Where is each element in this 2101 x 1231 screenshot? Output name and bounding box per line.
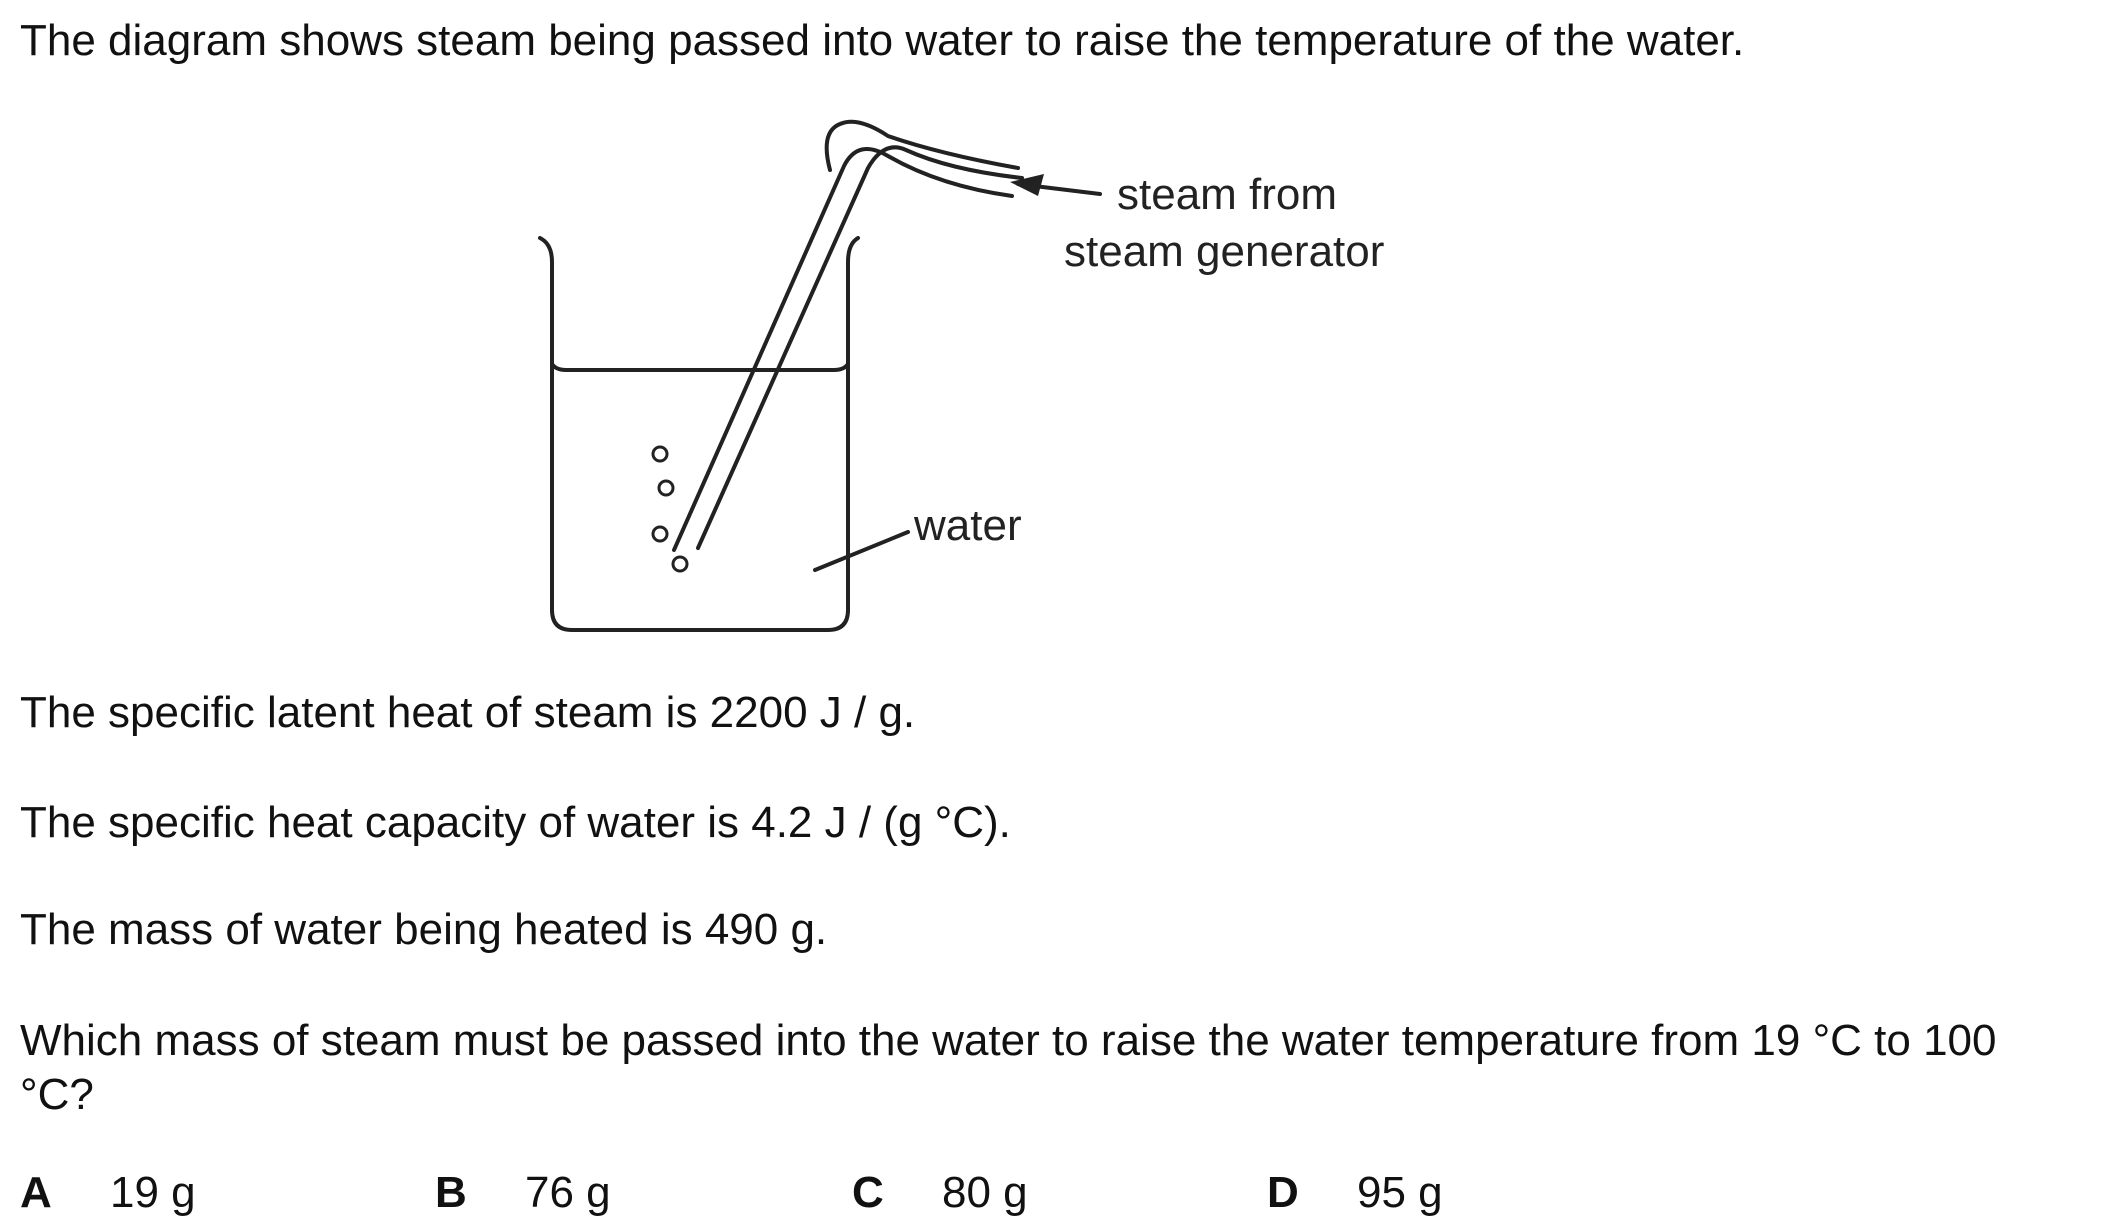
delivery-tube [696,145,1024,550]
steam-label-line1: steam from [1117,170,1337,219]
answer-option-d[interactable]: D 95 g [1267,1166,1443,1220]
option-value: 95 g [1357,1168,1443,1217]
water-leader-line [813,530,910,572]
option-value: 76 g [525,1168,611,1217]
bubble [671,555,689,573]
answer-option-a[interactable]: A 19 g [20,1166,196,1220]
bubble [651,525,669,543]
option-letter: B [435,1168,467,1217]
delivery-tube-bend [824,119,1020,172]
answer-option-c[interactable]: C 80 g [852,1166,1028,1220]
option-letter: C [852,1168,884,1217]
delivery-tube [672,146,1014,552]
steam-arrow-head [1010,174,1044,196]
option-letter: A [20,1168,52,1217]
beaker-outline [538,236,860,632]
fact-water-mass: The mass of water being heated is 490 g. [20,905,828,954]
bubble [651,445,669,463]
water-surface [550,362,850,372]
steam-beaker-diagram: steam from steam generator water [538,119,1384,632]
question-prompt: Which mass of steam must be passed into … [20,1016,1997,1119]
fact-latent-heat: The specific latent heat of steam is 220… [20,688,916,737]
option-value: 80 g [942,1168,1028,1217]
option-value: 19 g [110,1168,196,1217]
steam-label-line2: steam generator [1064,227,1384,276]
answer-option-b[interactable]: B 76 g [435,1166,611,1220]
option-letter: D [1267,1168,1299,1217]
question-intro: The diagram shows steam being passed int… [20,16,1745,65]
water-label: water [913,501,1022,550]
fact-specific-heat-capacity: The specific heat capacity of water is 4… [20,798,1011,847]
bubble [657,479,675,497]
